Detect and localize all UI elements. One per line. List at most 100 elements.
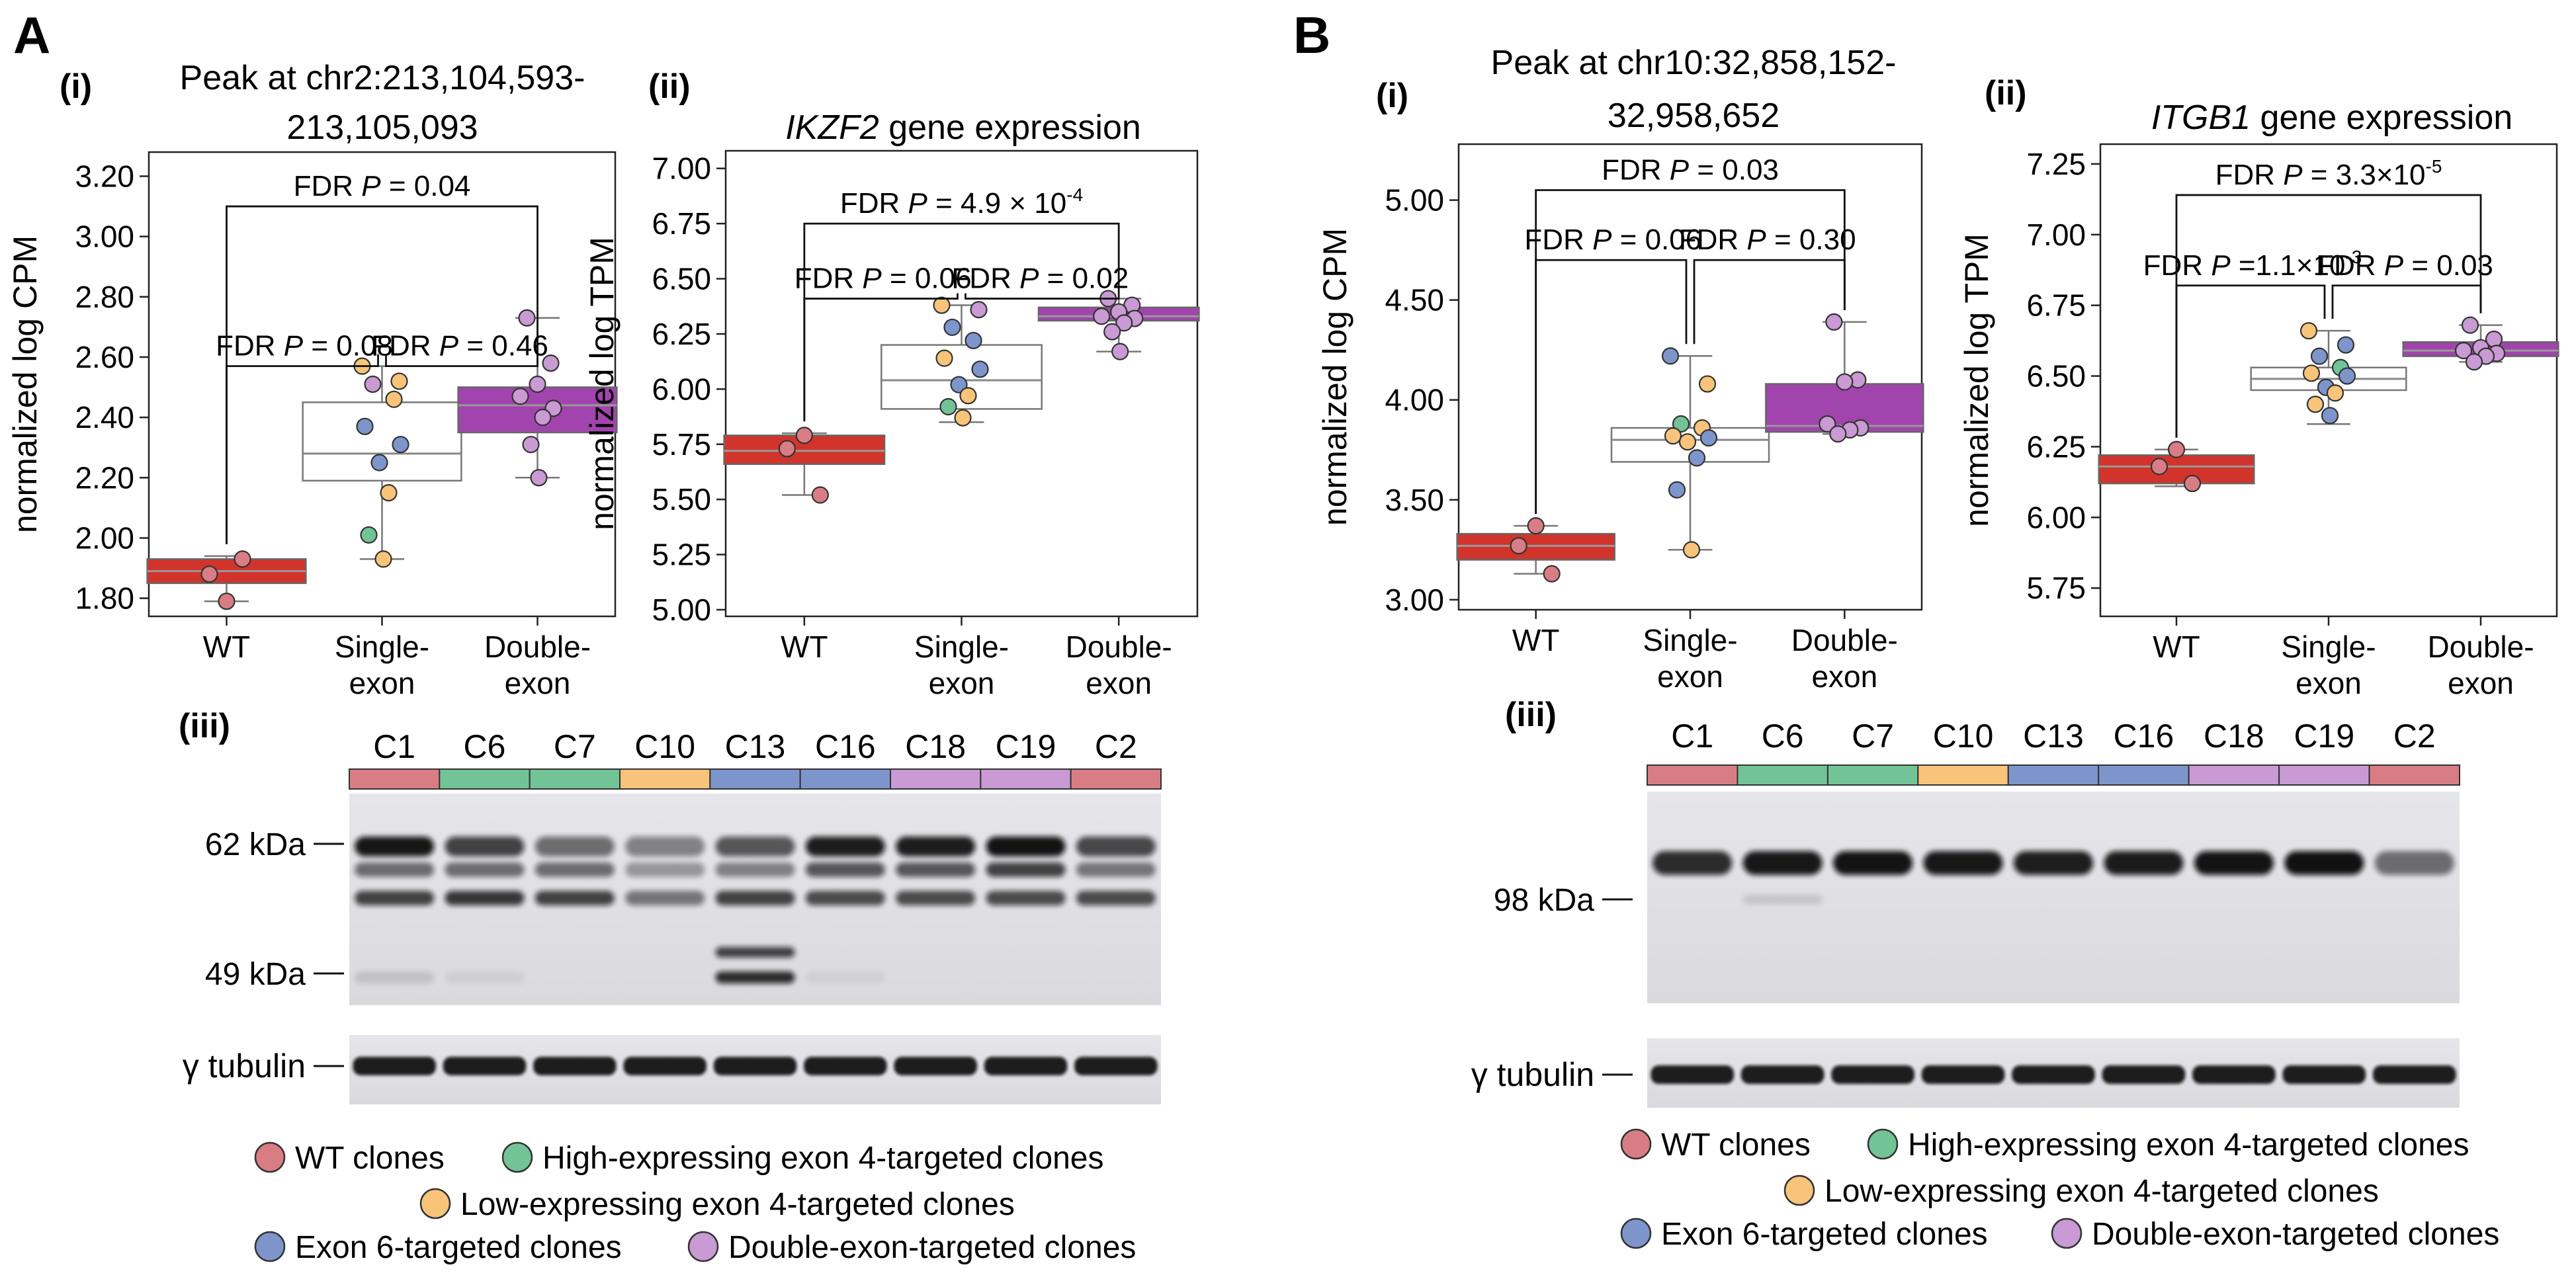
significance-bracket	[226, 205, 538, 544]
lane-label: C13	[2023, 718, 2084, 755]
significance-bracket	[803, 222, 1120, 422]
significance-bracket	[2175, 284, 2326, 438]
data-point	[795, 427, 813, 444]
x-tick-label: exon	[505, 666, 571, 700]
mw-marker-label: 62 kDa	[205, 827, 306, 862]
data-point	[1682, 541, 1701, 559]
y-tick-label: 3.00	[75, 220, 134, 254]
boxplot-ikzf2-expression: IKZF2 gene expression 5.00 5.25 5.50 5.75 6.0…	[583, 108, 1200, 700]
lane-color-bar	[529, 768, 621, 790]
data-point	[2465, 353, 2483, 371]
y-tick-label: 1.80	[75, 581, 134, 616]
protein-band	[355, 862, 435, 877]
lane-label: C7	[554, 728, 596, 765]
fdr-label-part: = 0.02	[1039, 263, 1129, 295]
fdr-label-part: FDR	[371, 330, 439, 362]
protein-band	[805, 971, 885, 983]
protein-band	[1076, 862, 1156, 877]
panel-letter-a: A	[13, 6, 50, 64]
y-tick-label: 3.00	[1385, 583, 1444, 617]
fdr-label-part: P	[908, 187, 927, 220]
lane-color-bar	[890, 768, 982, 790]
y-tick-label: 6.75	[652, 206, 711, 241]
y-tick-label: 7.25	[2026, 147, 2086, 181]
chart-title-rest: gene expression	[879, 108, 1141, 147]
y-tick-label: 6.25	[652, 317, 711, 351]
data-point	[234, 550, 251, 568]
fdr-label-part: P	[284, 330, 304, 362]
protein-band	[896, 837, 976, 856]
lane-label: C19	[2294, 718, 2354, 755]
data-point	[2183, 474, 2202, 493]
protein-band	[805, 837, 885, 856]
data-point	[542, 354, 560, 372]
data-point	[1103, 323, 1121, 341]
x-tick-label: WT	[781, 630, 828, 664]
legend-label-low-ex4: Low-expressing exon 4-targeted clones	[460, 1187, 1015, 1222]
data-point	[529, 375, 546, 393]
fdr-label-part: FDR	[840, 187, 908, 220]
chart-title-line: 213,105,093	[286, 108, 478, 147]
fdr-label-part: = 0.03	[1689, 153, 1779, 186]
protein-band	[805, 891, 885, 905]
fdr-label-part: =1.1×10	[2231, 249, 2346, 282]
data-point	[2150, 458, 2168, 475]
lane-label: C18	[905, 728, 966, 765]
tubulin-band	[984, 1057, 1068, 1075]
lane-label: C19	[996, 728, 1056, 765]
data-point	[2167, 440, 2186, 458]
data-point	[2299, 322, 2318, 340]
x-tick-label: Double-	[1791, 623, 1898, 657]
fdr-label: FDR P = 3.3×10-5	[2215, 156, 2442, 191]
fdr-label-part: FDR	[794, 263, 863, 295]
western-blot-b: C1 C6 C7 C10 C13 C16 C18 C19 C2 98 kDa γ tubulin	[1471, 718, 2461, 1108]
significance-bracket	[1535, 189, 1846, 515]
data-point	[518, 309, 536, 327]
fdr-label: FDR P = 0.08	[216, 330, 393, 362]
fdr-label-part: P	[2384, 249, 2404, 282]
tubulin-band	[623, 1057, 707, 1075]
protein-band	[715, 891, 795, 905]
y-tick-label: 6.50	[652, 262, 711, 296]
fdr-label-part: = 0.08	[303, 330, 393, 362]
chart-title: ITGB1 gene expression	[2151, 99, 2512, 137]
x-tick-label: exon	[349, 666, 415, 700]
protein-band	[715, 971, 795, 983]
significance-bracket	[2331, 284, 2482, 319]
fdr-label: FDR P = 0.30	[1679, 224, 1856, 256]
data-point	[390, 372, 408, 390]
data-point	[1688, 449, 1706, 467]
data-point	[1093, 308, 1111, 325]
lane-color-bar	[349, 768, 441, 790]
fdr-label-part: FDR	[1524, 224, 1592, 256]
y-tick-label: 6.75	[2026, 288, 2086, 323]
x-tick-label: exon	[2448, 666, 2514, 700]
lane-color-bar	[1826, 764, 1919, 786]
protein-band	[445, 837, 525, 856]
y-tick-label: 2.80	[75, 280, 134, 314]
protein-band	[715, 837, 795, 856]
protein-band	[355, 891, 435, 905]
legend-label-ex6: Exon 6-targeted clones	[295, 1230, 622, 1265]
tubulin-band	[2282, 1065, 2366, 1084]
legend-swatch-double	[2051, 1217, 2082, 1249]
fdr-label-exponent: -4	[1066, 185, 1083, 205]
fdr-label-part: FDR	[1679, 224, 1747, 256]
data-point	[1699, 429, 1718, 447]
data-point	[1825, 313, 1843, 331]
legend-label-high-ex4: High-expressing exon 4-targeted clones	[542, 1141, 1103, 1176]
protein-band	[2013, 851, 2094, 875]
protein-band	[896, 862, 976, 877]
lane-color-bar	[2278, 764, 2370, 786]
boxplot-itgb1-expression: ITGB1 gene expression 5.75 6.00 6.25 6.50 6.7…	[1958, 99, 2559, 700]
y-tick-label: 7.00	[652, 151, 711, 186]
protein-band	[445, 862, 525, 877]
boxplot-chr10-peak: Peak at chr10:32,858,152- 32,958,652 3.00 3…	[1316, 44, 1924, 694]
tubulin-band	[713, 1057, 797, 1075]
chart-title-line: Peak at chr2:213,104,593-	[180, 59, 585, 97]
fdr-label-part: FDR	[2316, 249, 2384, 282]
chart-title-gene: ITGB1	[2151, 99, 2251, 137]
subpanel-label-b-ii: (ii)	[1985, 74, 2027, 112]
lane-label: C2	[2393, 718, 2436, 755]
legend-a: WT clones High-expressing exon 4-targeted…	[254, 1141, 1136, 1265]
